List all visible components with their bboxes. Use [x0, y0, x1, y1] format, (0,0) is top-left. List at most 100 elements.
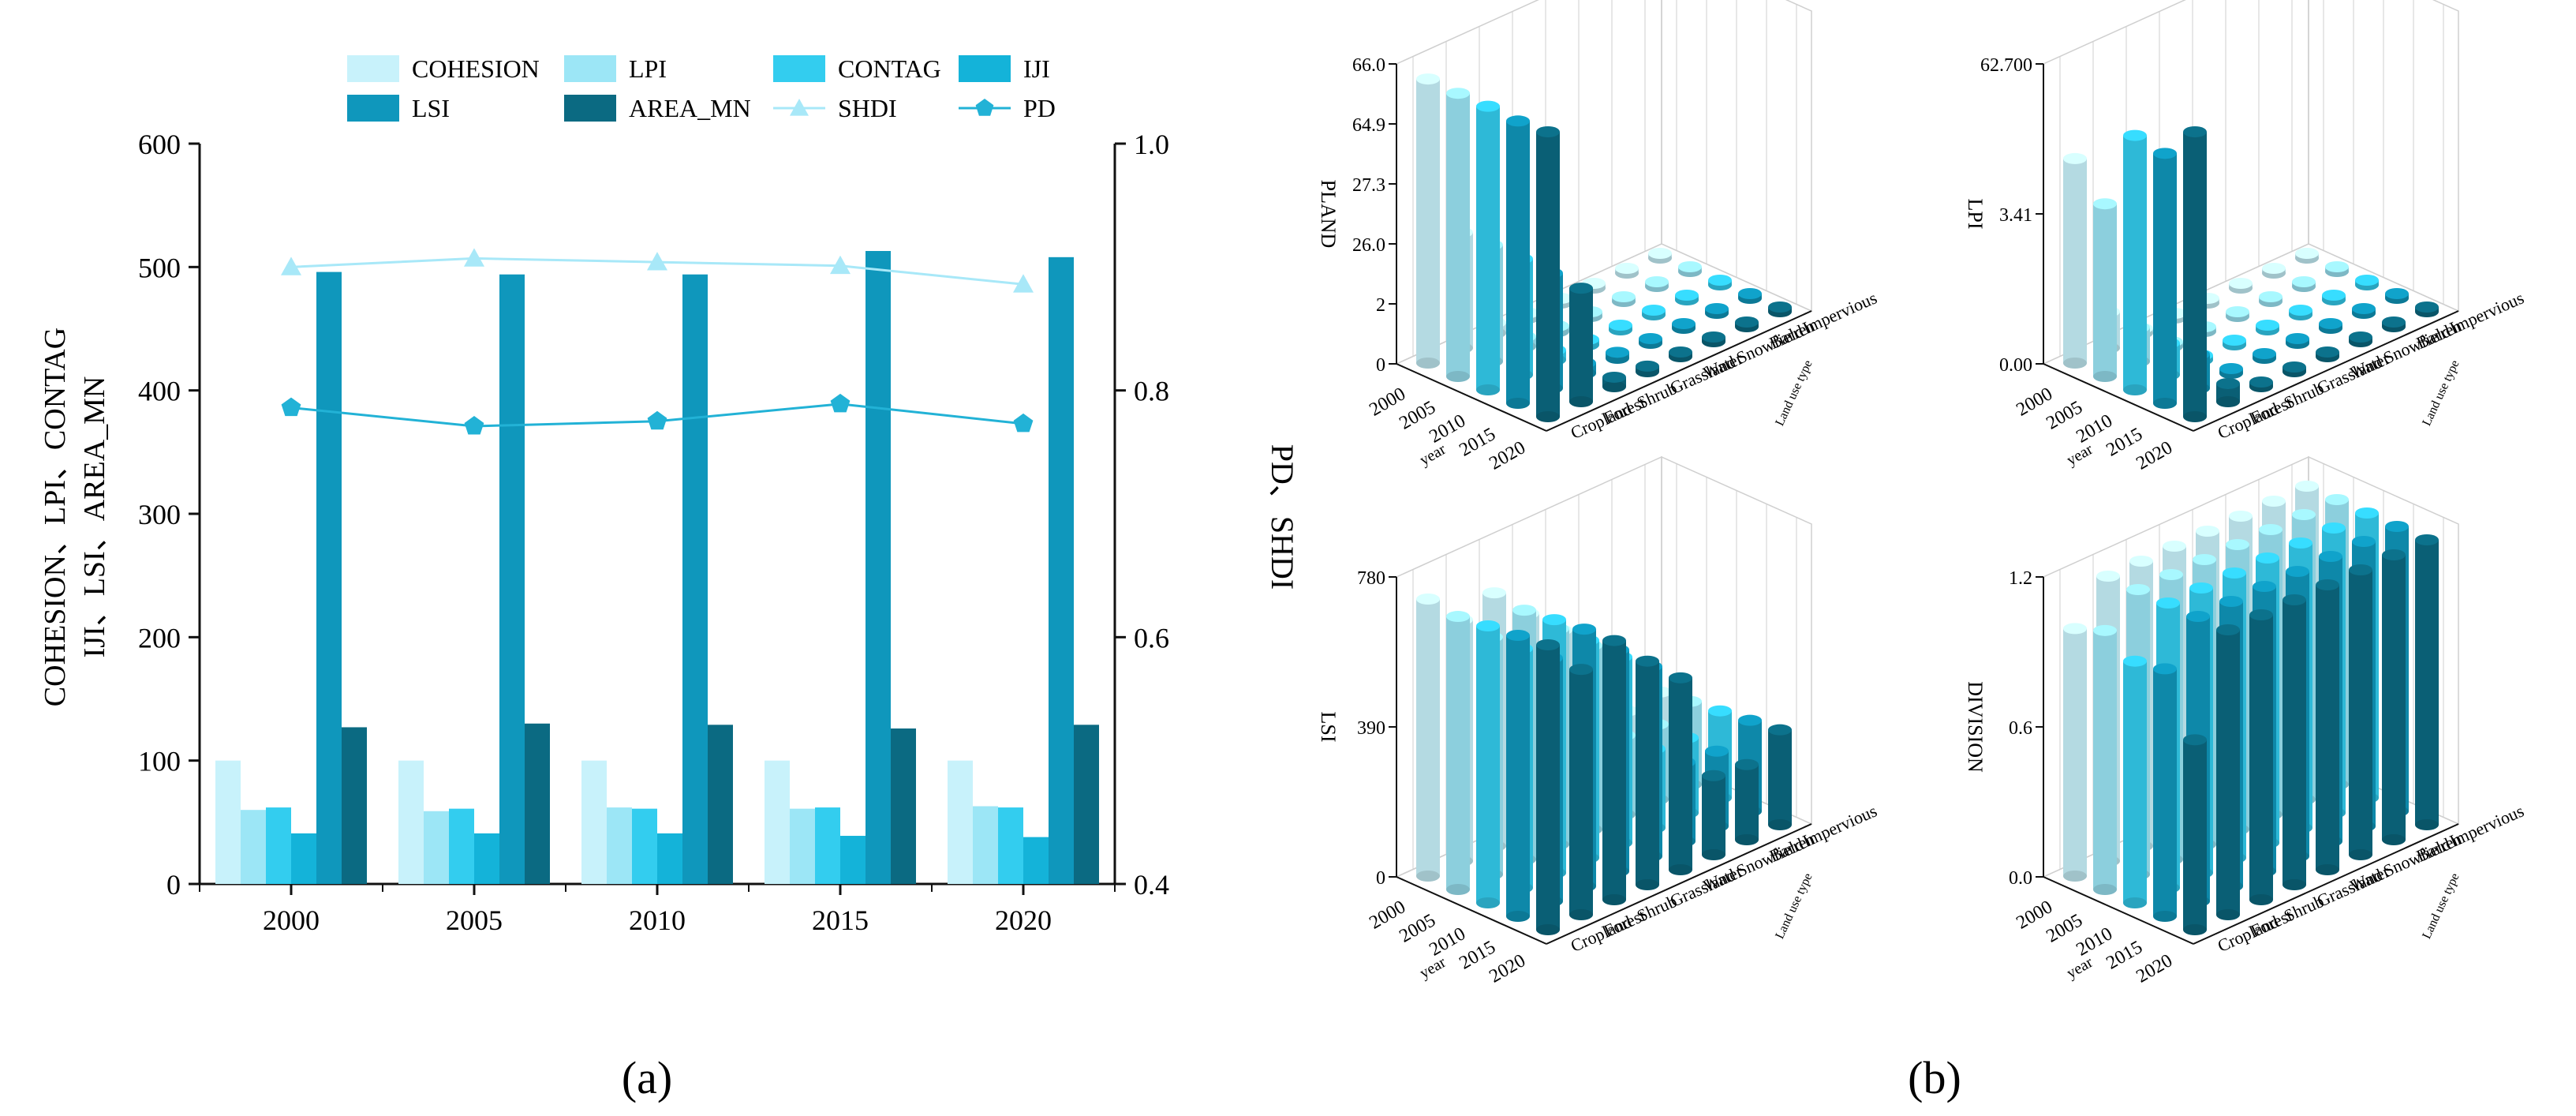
bar-column [2283, 361, 2306, 377]
bar-base [2316, 864, 2339, 875]
legend-swatch-cohesion [347, 55, 399, 82]
bar-top [2193, 554, 2216, 565]
bar-top [2415, 534, 2439, 545]
bar-top [1536, 126, 1560, 137]
bar-area_mn [342, 727, 367, 884]
bar-top [2256, 320, 2279, 331]
bar-top [2355, 507, 2379, 519]
bar-base [1416, 871, 1440, 882]
lsi-3d-chart: 0390780LSI20002005201020152020yearCropla… [1317, 455, 1880, 987]
bar-top [2322, 290, 2346, 301]
bar-top [1708, 275, 1732, 286]
bar-top [2189, 582, 2213, 594]
bar-columns [2063, 481, 2439, 935]
bar-body [2349, 570, 2372, 855]
bar-column [2219, 363, 2243, 379]
bar-column [1536, 126, 1560, 422]
bar-body [1569, 288, 1593, 402]
bar-top [1606, 346, 1629, 358]
panel-a-label: (a) [622, 1052, 672, 1103]
legend-marker-shdi [790, 99, 809, 116]
bar-top [1416, 73, 1440, 85]
y-axis-label-line2: IJI、LSI、AREA_MN [78, 376, 111, 658]
bar-top [2283, 594, 2306, 605]
bar-column [1569, 283, 1593, 407]
bar-column [2286, 333, 2309, 349]
bar-top [1702, 770, 1725, 781]
bar-top [2262, 263, 2286, 274]
bar-top [2262, 496, 2286, 507]
bar-column [2415, 534, 2439, 830]
y-tick-label: 500 [138, 252, 181, 283]
bar-top [2163, 541, 2186, 552]
bar-column [2283, 594, 2306, 890]
bar-column [1708, 275, 1732, 290]
bar-columns [1416, 587, 1792, 935]
y-axis-label-line1: COHESION、LPI、CONTAG [39, 328, 72, 706]
bar-base [2153, 398, 2177, 409]
point-shdi [281, 257, 301, 275]
year-axis-line [1396, 363, 1547, 432]
bar-body [2153, 153, 2177, 404]
x-tick-label: 2020 [995, 904, 1052, 936]
bar-top [2219, 596, 2243, 607]
bar-top [2216, 377, 2240, 389]
bar-body [1636, 661, 1659, 885]
bar-column [1705, 303, 1729, 319]
bar-column [1636, 655, 1659, 890]
z-axis-label: DIVISION [1964, 681, 1987, 773]
bar-lpi [241, 810, 266, 884]
legend-label-area_mn: AREA_MN [629, 94, 751, 122]
bar-column [1768, 301, 1792, 317]
bar-top [1602, 371, 1626, 383]
bar-body [2123, 661, 2147, 903]
bar-column [2229, 278, 2253, 294]
bar-columns [2063, 126, 2439, 422]
bar-cohesion [948, 760, 973, 884]
bar-top [1738, 288, 1762, 299]
legend-label-contag: CONTAG [838, 54, 941, 83]
bar-column [1506, 115, 1530, 409]
back-wall [2308, 0, 2459, 313]
legend-swatch-iji [959, 55, 1011, 82]
point-pd [830, 393, 851, 413]
bar-body [2093, 630, 2117, 889]
type-axis-title: Land use type [1773, 358, 1815, 429]
bar-top [2226, 306, 2249, 317]
chart-legend: COHESION LPI CONTAG IJI LSI AREA_MN SHDI PD [347, 54, 1056, 122]
panel-b-3d-charts: 0226.027.364.966.0PLAND20002005201020152… [1317, 0, 2527, 1103]
bar-body [1416, 599, 1440, 876]
bar-cohesion [215, 760, 241, 884]
bar-body [2123, 135, 2147, 391]
bar-base [1602, 381, 1626, 392]
division-3d-chart: 0.00.61.2DIVISION20002005201020152020yea… [1964, 455, 2527, 987]
bar-base [2349, 849, 2372, 860]
bar-top [2229, 278, 2253, 289]
bar-top [2219, 363, 2243, 374]
bar-top [1446, 611, 1470, 623]
bar-top [1672, 318, 1696, 329]
bar-base [2216, 909, 2240, 920]
year-axis-title: year [1417, 440, 1449, 469]
bar-base [1536, 924, 1560, 935]
bar-column [1446, 88, 1470, 382]
x-tick-label: 2015 [812, 904, 869, 936]
bar-iji [474, 833, 499, 884]
bar-body [1536, 132, 1560, 417]
y2-tick-label: 0.6 [1134, 622, 1169, 653]
z-tick-label: 390 [1357, 718, 1385, 739]
bar-top [2355, 275, 2379, 286]
type-axis-line [2193, 823, 2459, 945]
bar-lsi [316, 272, 342, 884]
bar-top [1735, 316, 1759, 328]
bar-top [2382, 316, 2406, 328]
bar-top [1678, 261, 1702, 272]
bar-column [2216, 624, 2240, 920]
bar-top [2249, 609, 2273, 620]
z-tick-label: 780 [1357, 568, 1385, 589]
bar-base [2093, 884, 2117, 895]
bar-top [2216, 624, 2240, 635]
year-axis-title: year [2064, 440, 2096, 469]
bar-column [2223, 335, 2246, 350]
